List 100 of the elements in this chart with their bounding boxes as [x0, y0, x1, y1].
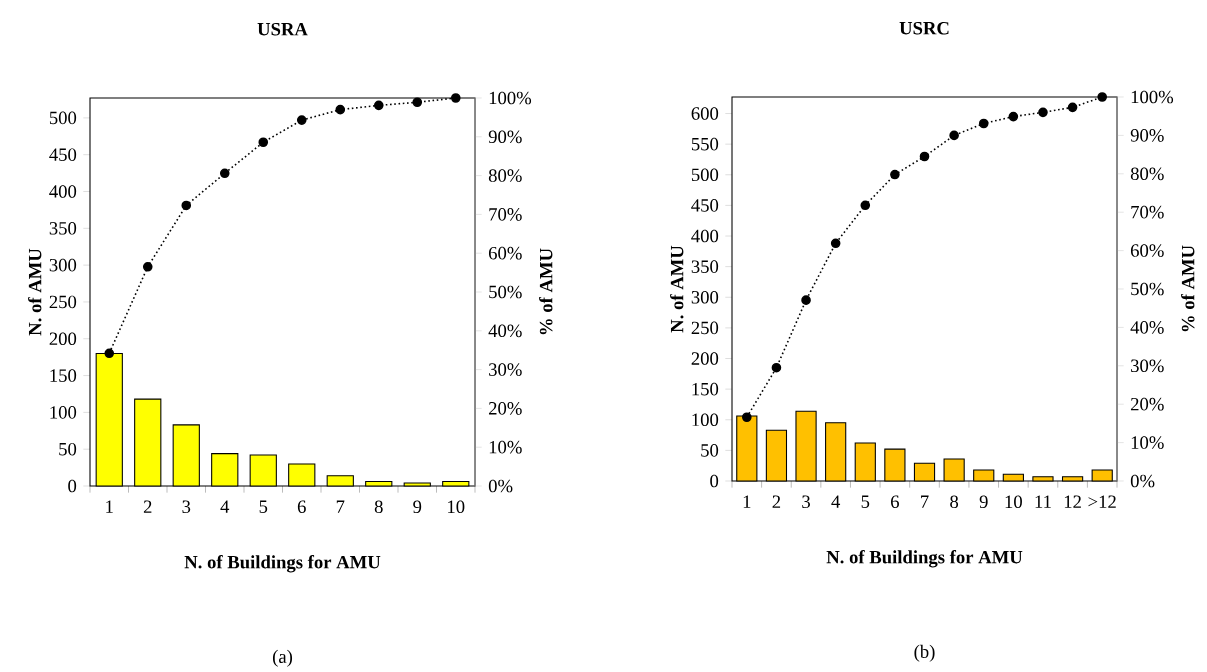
x-axis-title: N. of Buildings for AMU [184, 555, 381, 573]
point [104, 348, 115, 359]
point [258, 137, 269, 148]
x-tick-label: 8 [374, 500, 383, 514]
x-tick-label: 7 [921, 495, 929, 508]
x-tick-label: 12 [1064, 495, 1081, 508]
y-axis-title: N. of AMU [28, 248, 42, 336]
y2-axis-title: % of AMU [1181, 245, 1195, 332]
point [450, 93, 461, 103]
x-tick-label: 6 [891, 495, 900, 509]
x-tick-label: 7 [336, 500, 345, 513]
x-tick-label: 5 [861, 495, 870, 508]
y-tick-label: 450 [691, 199, 719, 212]
y2-tick-label: 70% [1131, 205, 1164, 219]
y2-tick-label: 80% [1130, 167, 1164, 181]
y2-tick-label: 70% [489, 208, 522, 221]
x-tick-label: 9 [979, 495, 988, 509]
point [830, 238, 841, 249]
x-tick-label: 8 [950, 495, 959, 509]
point [1097, 92, 1107, 102]
y2-tick-label: 90% [488, 130, 522, 144]
y2-tick-label: 60% [488, 246, 522, 260]
x-tick-label: 4 [831, 495, 841, 508]
y2-tick-label: 20% [488, 402, 522, 415]
y2-tick-label: 30% [1131, 359, 1164, 373]
y-tick-label: 350 [49, 222, 77, 235]
y2-tick-label: 50% [489, 285, 522, 299]
x-tick-label: 1 [743, 495, 751, 508]
x-tick-label: 6 [297, 500, 306, 514]
y-tick-label: 550 [691, 137, 719, 151]
point [1067, 102, 1078, 113]
x-tick-label: 9 [413, 500, 422, 514]
point [860, 200, 871, 211]
x-tick-label: 2 [143, 500, 152, 513]
y-tick-label: 400 [691, 229, 719, 243]
point [219, 168, 230, 179]
x-tick-label: 3 [802, 495, 810, 509]
y-tick-label: 0 [710, 474, 719, 488]
x-tick-label: 1 [106, 500, 113, 513]
point [142, 261, 153, 272]
y-tick-label: 50 [701, 444, 719, 457]
x-tick-label: 5 [259, 500, 268, 513]
point [949, 130, 959, 141]
point [296, 115, 307, 125]
chart-title: USRC [899, 21, 949, 35]
y2-tick-label: 20% [1130, 397, 1164, 411]
y2-tick-label: 100% [489, 91, 532, 105]
y-tick-label: 200 [691, 352, 719, 365]
y-tick-label: 200 [49, 332, 77, 346]
point [801, 295, 811, 305]
y2-tick-label: 0% [1130, 474, 1155, 488]
point [373, 100, 384, 111]
y-tick-label: 150 [692, 382, 719, 396]
y-tick-label: 600 [691, 107, 719, 120]
x-axis-title: N. of Buildings for AMU [826, 550, 1023, 568]
y-tick-label: 400 [49, 185, 77, 198]
text: (a) [272, 649, 293, 667]
x-tick-label: 4 [220, 500, 230, 513]
y-tick-label: 100 [50, 406, 77, 419]
y2-axis-title: % of AMU [539, 248, 553, 335]
x-tick-label: 10 [1005, 495, 1022, 509]
y2-tick-label: 60% [1130, 244, 1164, 257]
y-tick-label: 500 [49, 111, 77, 125]
y-tick-label: 250 [49, 295, 77, 309]
y-tick-label: 250 [691, 321, 719, 335]
y2-tick-label: 0% [488, 479, 513, 493]
y-axis-title: N. of AMU [670, 245, 684, 333]
y2-tick-label: 30% [489, 363, 522, 376]
x-tick-label: 10 [448, 500, 465, 514]
y-tick-label: 100 [692, 413, 719, 427]
x-tick-label: >12 [1088, 495, 1116, 508]
point [335, 104, 346, 115]
point [742, 412, 752, 423]
y-tick-label: 450 [49, 148, 77, 161]
point [1008, 111, 1019, 122]
y2-tick-label: 90% [1130, 129, 1164, 142]
point [890, 169, 900, 180]
text: (b) [914, 644, 935, 662]
y2-tick-label: 100% [1131, 90, 1174, 104]
point [919, 151, 930, 162]
x-tick-label: 2 [772, 495, 781, 508]
y2-tick-label: 80% [488, 169, 522, 182]
y2-tick-label: 10% [489, 440, 522, 454]
y-tick-label: 150 [50, 369, 77, 382]
point [412, 97, 423, 108]
y-tick-label: 500 [691, 168, 719, 182]
point [1038, 107, 1048, 118]
y-tick-label: 300 [691, 290, 719, 304]
y2-tick-label: 10% [1131, 436, 1164, 449]
y-tick-label: 50 [59, 442, 77, 456]
y2-tick-label: 50% [1131, 282, 1164, 296]
chart-title: USRA [257, 22, 308, 36]
x-tick-label: 11 [1035, 495, 1051, 508]
y-tick-label: 0 [68, 479, 77, 493]
y-tick-label: 300 [49, 258, 77, 272]
y2-tick-label: 40% [1130, 321, 1164, 334]
x-tick-label: 3 [182, 500, 191, 514]
point [181, 200, 192, 211]
point [978, 118, 989, 129]
point [771, 362, 782, 373]
